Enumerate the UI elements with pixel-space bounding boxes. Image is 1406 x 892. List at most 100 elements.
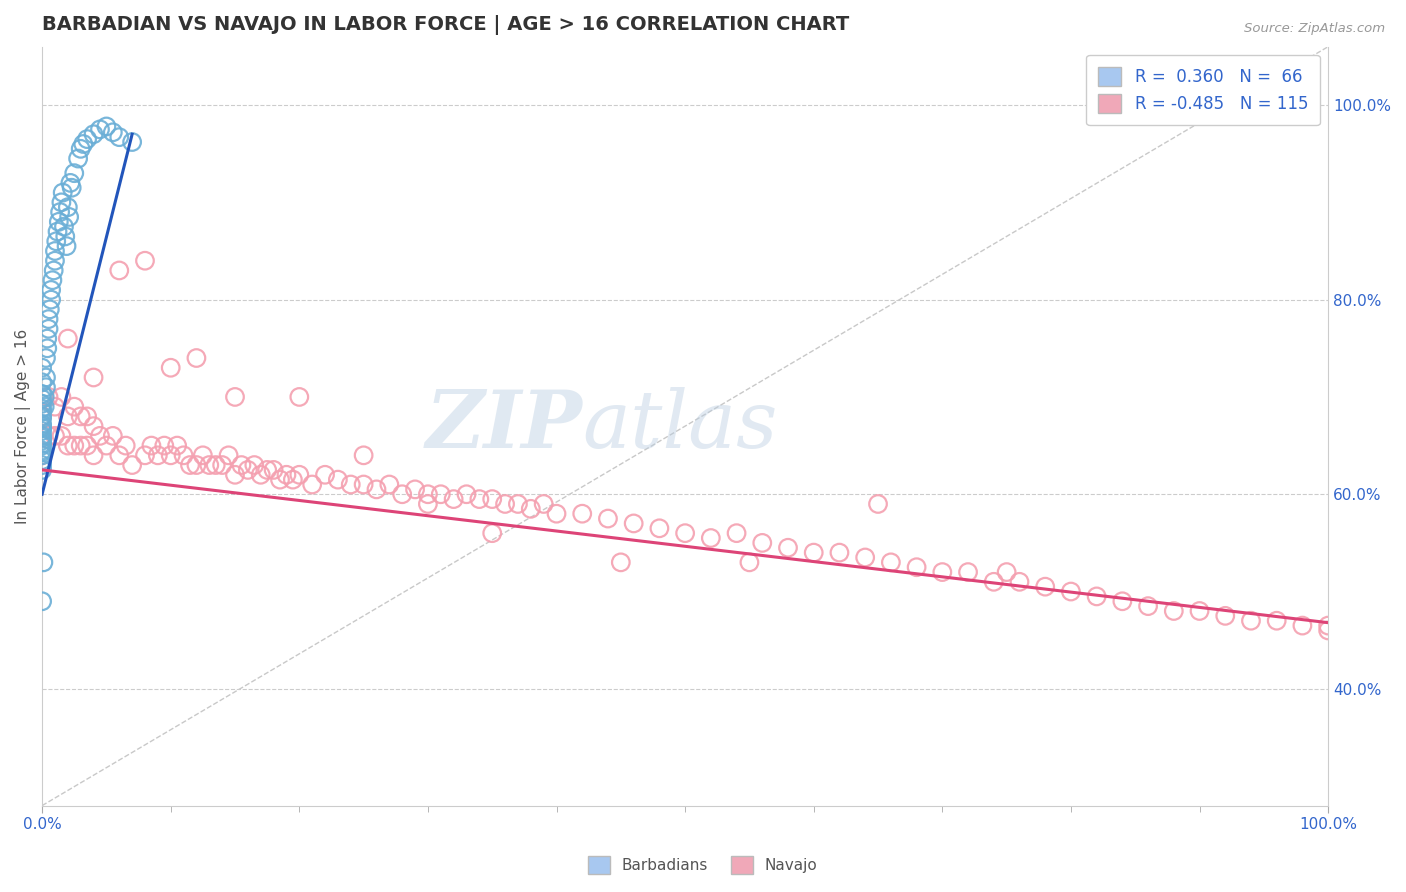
Point [59, 176, 82, 190]
Point [198, 458, 221, 472]
Point [31, 443, 53, 458]
Point [31, 409, 53, 424]
Point [404, 483, 426, 497]
Point [353, 448, 375, 462]
Point [957, 565, 980, 579]
Point [31, 397, 53, 411]
Point [83, 448, 105, 462]
Point [39, 293, 62, 307]
Point [31, 401, 53, 416]
Point [31, 419, 53, 434]
Point [44, 253, 66, 268]
Point [44, 429, 66, 443]
Point [416, 487, 439, 501]
Point [89, 429, 111, 443]
Point [186, 458, 208, 472]
Point [391, 487, 413, 501]
Y-axis label: In Labor Force | Age > 16: In Labor Force | Age > 16 [15, 328, 31, 524]
Point [880, 555, 903, 569]
Point [533, 497, 555, 511]
Point [1317, 618, 1340, 632]
Point [31, 404, 53, 418]
Point [44, 244, 66, 258]
Point [58, 210, 80, 224]
Point [38, 312, 60, 326]
Point [159, 448, 181, 462]
Point [1213, 608, 1236, 623]
Point [673, 526, 696, 541]
Point [31, 392, 53, 406]
Text: ZIP: ZIP [426, 387, 582, 465]
Point [623, 516, 645, 531]
Point [51, 195, 73, 210]
Point [55, 239, 77, 253]
Point [31, 360, 53, 375]
Point [1265, 614, 1288, 628]
Point [31, 448, 53, 462]
Text: Source: ZipAtlas.com: Source: ZipAtlas.com [1244, 22, 1385, 36]
Point [41, 273, 63, 287]
Point [429, 487, 451, 501]
Point [76, 132, 98, 146]
Point [443, 492, 465, 507]
Point [31, 409, 53, 424]
Point [191, 448, 214, 462]
Point [63, 400, 86, 414]
Point [1111, 594, 1133, 608]
Point [38, 429, 60, 443]
Point [141, 439, 163, 453]
Point [67, 152, 90, 166]
Point [83, 127, 105, 141]
Point [37, 332, 59, 346]
Point [34, 400, 56, 414]
Point [648, 521, 671, 535]
Point [256, 463, 278, 477]
Point [76, 439, 98, 453]
Point [1163, 604, 1185, 618]
Point [231, 458, 253, 472]
Point [218, 448, 240, 462]
Point [751, 536, 773, 550]
Point [853, 550, 876, 565]
Point [31, 436, 53, 450]
Point [69, 409, 91, 424]
Point [153, 439, 176, 453]
Point [101, 429, 124, 443]
Point [1317, 624, 1340, 638]
Point [204, 458, 226, 472]
Point [186, 351, 208, 365]
Point [31, 448, 53, 462]
Point [166, 439, 188, 453]
Point [803, 546, 825, 560]
Point [211, 458, 233, 472]
Point [32, 555, 55, 569]
Point [1060, 584, 1083, 599]
Point [1137, 599, 1160, 614]
Point [108, 130, 131, 145]
Point [51, 429, 73, 443]
Point [31, 411, 53, 425]
Point [31, 439, 53, 453]
Point [31, 431, 53, 445]
Point [49, 205, 72, 219]
Point [63, 166, 86, 180]
Point [224, 390, 246, 404]
Point [39, 283, 62, 297]
Legend: Barbadians, Navajo: Barbadians, Navajo [582, 850, 824, 880]
Point [38, 322, 60, 336]
Point [983, 574, 1005, 589]
Point [56, 409, 79, 424]
Point [31, 445, 53, 459]
Point [31, 376, 53, 390]
Point [1033, 580, 1056, 594]
Point [610, 555, 633, 569]
Point [35, 380, 58, 394]
Point [236, 463, 259, 477]
Point [31, 434, 53, 448]
Point [494, 497, 516, 511]
Point [243, 458, 266, 472]
Point [146, 448, 169, 462]
Point [56, 332, 79, 346]
Point [725, 526, 748, 541]
Point [173, 448, 195, 462]
